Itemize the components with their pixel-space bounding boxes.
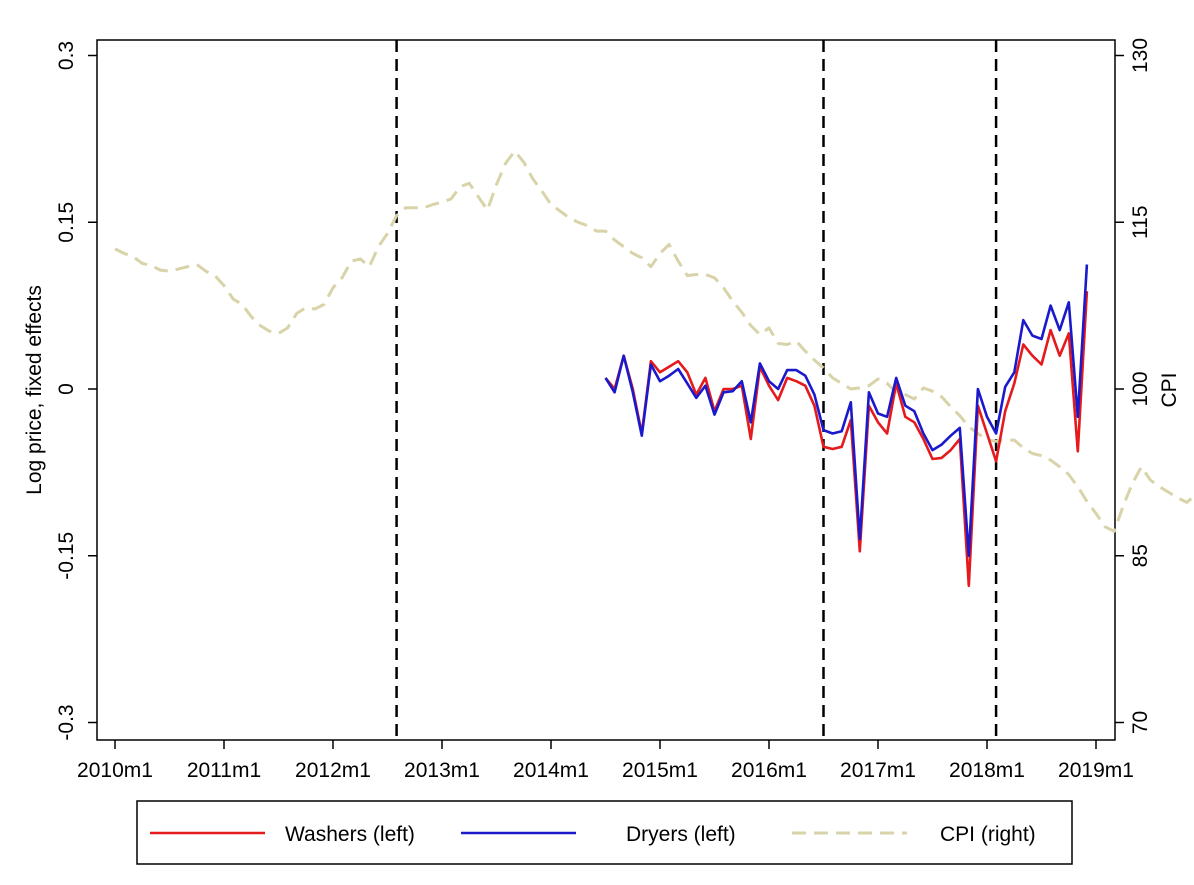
y-right-tick-label-0: 70 <box>1129 711 1152 734</box>
y-left-tick-label-3: 0.15 <box>55 202 78 243</box>
x-tick-label-8: 2018m1 <box>949 759 1025 782</box>
series-lines <box>114 149 1194 588</box>
x-tick-label-4: 2014m1 <box>513 759 589 782</box>
legend-label-1: Dryers (left) <box>626 823 736 846</box>
y-left-tick-label-4: 0.3 <box>55 41 78 70</box>
x-tick-label-5: 2015m1 <box>622 759 698 782</box>
x-tick-label-6: 2016m1 <box>731 759 807 782</box>
series-line-2 <box>114 149 1194 533</box>
legend-label-0: Washers (left) <box>285 823 415 846</box>
x-tick-label-1: 2011m1 <box>187 759 261 782</box>
x-tick-label-0: 2010m1 <box>77 759 153 782</box>
y-axis-title-right: CPI <box>1158 372 1181 407</box>
y-right-tick-label-1: 85 <box>1129 544 1152 567</box>
y-right-tick-label-4: 130 <box>1129 38 1152 73</box>
y-right-tick-label-2: 100 <box>1129 371 1152 406</box>
legend-box <box>136 800 1073 865</box>
plot-frame <box>96 39 1116 741</box>
x-tick-label-7: 2017m1 <box>840 759 916 782</box>
y-left-tick-label-2: 0 <box>55 383 78 395</box>
plot-border <box>96 39 1116 741</box>
x-tick-label-2: 2012m1 <box>295 759 371 782</box>
y-axis-title-left: Log price, fixed effects <box>23 285 46 495</box>
legend: Washers (left) Dryers (left) CPI (right) <box>136 800 1073 865</box>
event-lines <box>395 40 998 740</box>
y-left-tick-label-1: -0.15 <box>55 532 78 580</box>
y-left-tick-label-0: -0.3 <box>55 704 78 740</box>
x-tick-label-3: 2013m1 <box>404 759 480 782</box>
x-tick-label-9: 2019m1 <box>1058 759 1134 782</box>
series-line-0 <box>604 291 1089 588</box>
axis-ticks: -0.3 -0.15 0 0.15 0.3 70 85 100 115 130 2010m1 2011… <box>55 38 1152 782</box>
legend-label-2: CPI (right) <box>940 823 1036 846</box>
y-right-tick-label-3: 115 <box>1129 206 1152 239</box>
series-line-1 <box>604 264 1089 558</box>
